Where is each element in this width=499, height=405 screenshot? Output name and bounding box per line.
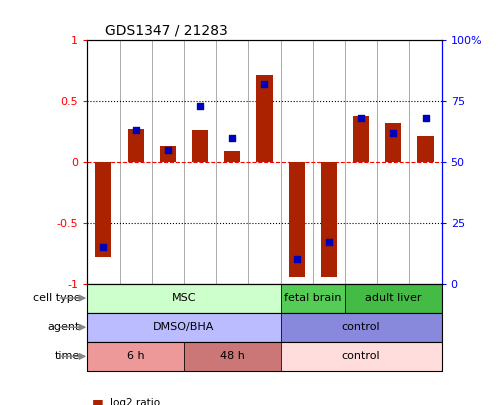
- Bar: [192, 130, 208, 162]
- Bar: [160, 146, 176, 162]
- Bar: [385, 123, 401, 162]
- Bar: [87, 284, 280, 313]
- Bar: [345, 284, 442, 313]
- Point: [389, 130, 397, 136]
- Text: MSC: MSC: [172, 293, 196, 303]
- Text: cell type: cell type: [32, 293, 80, 303]
- Bar: [224, 151, 241, 162]
- Text: time: time: [55, 352, 80, 361]
- Text: log2 ratio: log2 ratio: [110, 399, 160, 405]
- Bar: [87, 313, 280, 342]
- Bar: [288, 162, 305, 277]
- Text: ■: ■: [92, 397, 104, 405]
- Bar: [280, 284, 345, 313]
- Point: [325, 239, 333, 245]
- Point: [228, 134, 236, 141]
- Point: [260, 81, 268, 87]
- Bar: [280, 342, 442, 371]
- Point: [99, 244, 107, 250]
- Point: [164, 147, 172, 153]
- Bar: [418, 136, 434, 162]
- Text: agent: agent: [48, 322, 80, 332]
- Text: fetal brain: fetal brain: [284, 293, 341, 303]
- Bar: [256, 75, 272, 162]
- Bar: [353, 116, 369, 162]
- Bar: [95, 162, 111, 257]
- Text: DMSO/BHA: DMSO/BHA: [153, 322, 215, 332]
- Text: 6 h: 6 h: [127, 352, 144, 361]
- Bar: [87, 342, 184, 371]
- Bar: [280, 313, 442, 342]
- Text: control: control: [342, 352, 380, 361]
- Point: [196, 103, 204, 109]
- Bar: [184, 342, 280, 371]
- Text: GDS1347 / 21283: GDS1347 / 21283: [105, 24, 228, 38]
- Point: [422, 115, 430, 122]
- Point: [132, 127, 140, 134]
- Bar: [321, 162, 337, 277]
- Bar: [128, 129, 144, 162]
- Text: adult liver: adult liver: [365, 293, 422, 303]
- Text: control: control: [342, 322, 380, 332]
- Point: [293, 256, 301, 262]
- Point: [357, 115, 365, 122]
- Text: 48 h: 48 h: [220, 352, 245, 361]
